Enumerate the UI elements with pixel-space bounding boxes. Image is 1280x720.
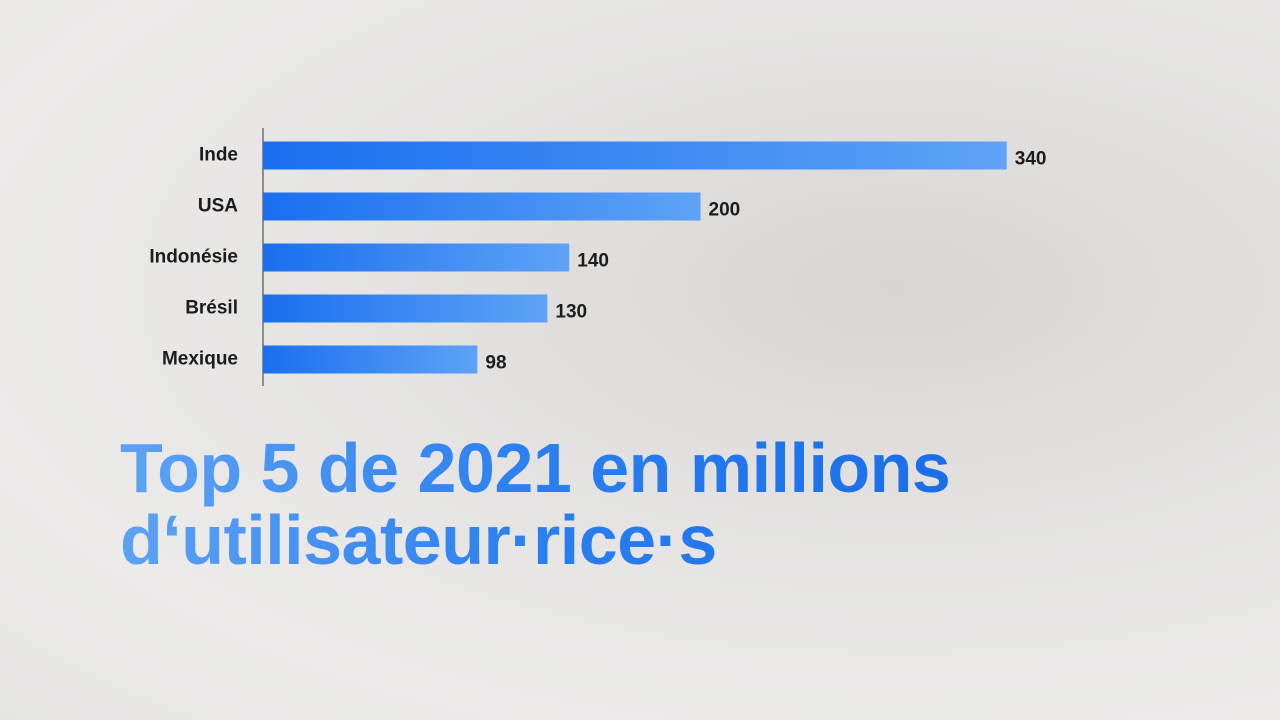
category-label: USA [198, 196, 238, 217]
category-label: Indonésie [149, 247, 238, 268]
value-label: 98 [485, 353, 506, 374]
value-label: 340 [1015, 149, 1047, 170]
value-label: 200 [709, 200, 741, 221]
value-label: 140 [577, 251, 609, 272]
bar [263, 141, 1007, 170]
chart-title: Top 5 de 2021 en millions d‘utilisateur·… [120, 429, 951, 579]
bar [263, 243, 570, 272]
bar [263, 294, 548, 323]
category-label: Brésil [185, 298, 238, 319]
category-label: Inde [199, 145, 238, 166]
bar [263, 345, 478, 374]
value-label: 130 [555, 302, 587, 323]
bar [263, 192, 701, 221]
category-label: Mexique [162, 349, 238, 370]
